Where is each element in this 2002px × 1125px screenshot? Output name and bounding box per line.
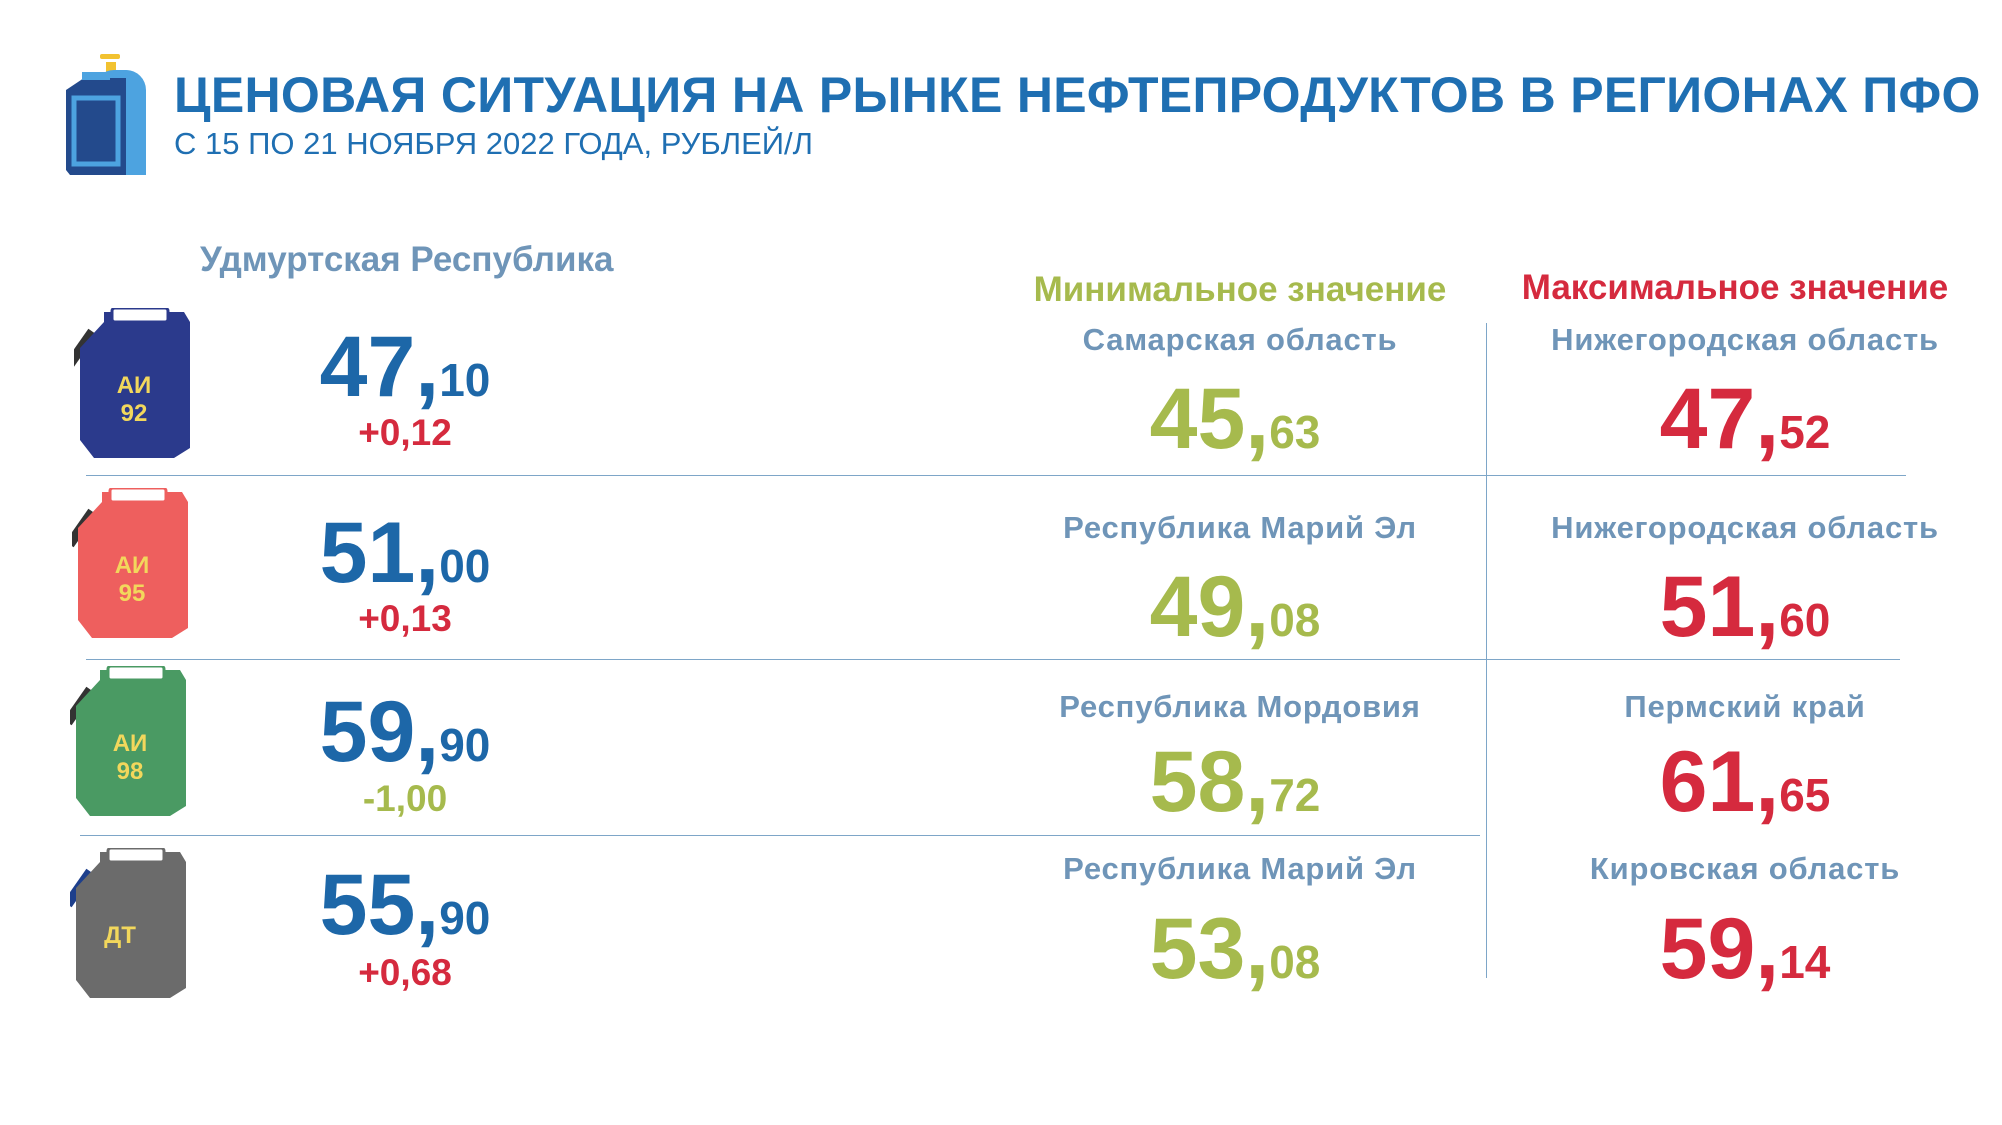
price-int: 45 [1149, 371, 1246, 467]
price-dec: 63 [1269, 406, 1321, 458]
row-divider [80, 835, 1480, 836]
page-subtitle: С 15 ПО 21 НОЯБРЯ 2022 ГОДА, РУБЛЕЙ/Л [174, 126, 813, 161]
price-int: 61 [1659, 734, 1756, 830]
fuel-octane: 95 [119, 580, 146, 607]
price-dec: 00 [439, 540, 491, 592]
price-change-diesel: +0,68 [358, 952, 452, 993]
min-region-ai98: Республика Мордовия [1059, 689, 1421, 724]
price-dec: 90 [439, 719, 491, 771]
price-int: 59 [319, 684, 416, 780]
price-dec: 52 [1779, 406, 1831, 458]
max-price-ai92: 47,52 [1659, 371, 1831, 467]
min-region-diesel: Республика Марий Эл [1063, 851, 1417, 886]
fuel-canister-diesel-icon: ДТ [70, 848, 186, 998]
price-ai98: 59,90 [319, 684, 491, 780]
price-diesel: 55,90 [319, 857, 491, 953]
fuel-octane: 92 [121, 400, 148, 427]
price-int: 51 [319, 505, 416, 601]
min-region-ai95: Республика Марий Эл [1063, 510, 1417, 545]
max-region-ai95: Нижегородская область [1551, 510, 1939, 545]
price-dec: 72 [1269, 769, 1321, 821]
price-dec: 08 [1269, 936, 1321, 988]
price-dec: 90 [439, 892, 491, 944]
max-price-ai95: 51,60 [1659, 559, 1831, 655]
fuel-label: АИ [115, 552, 150, 579]
price-dec: 14 [1779, 936, 1831, 988]
page-title: ЦЕНОВАЯ СИТУАЦИЯ НА РЫНКЕ НЕФТЕПРОДУКТОВ… [174, 67, 1981, 123]
fuel-octane: 98 [117, 758, 144, 785]
fuel-label: АИ [113, 730, 148, 757]
price-int: 58 [1149, 734, 1246, 830]
fuel-label: ДТ [104, 922, 136, 949]
price-dec: 10 [439, 354, 491, 406]
price-change-ai92: +0,12 [358, 412, 452, 453]
max-heading: Максимальное значение [1521, 268, 1949, 307]
price-dec: 08 [1269, 594, 1321, 646]
min-price-diesel: 53,08 [1149, 901, 1321, 997]
min-price-ai98: 58,72 [1149, 734, 1321, 830]
price-int: 49 [1149, 559, 1246, 655]
price-dec: 60 [1779, 594, 1831, 646]
price-int: 59 [1659, 901, 1756, 997]
price-int: 55 [319, 857, 416, 953]
price-ai92: 47,10 [319, 319, 491, 415]
price-dec: 65 [1779, 769, 1831, 821]
price-change-ai95: +0,13 [358, 598, 452, 639]
price-int: 53 [1149, 901, 1246, 997]
max-region-ai92: Нижегородская область [1551, 322, 1939, 357]
fuel-canister-ai95-icon: АИ 95 [72, 488, 188, 638]
max-region-diesel: Кировская область [1589, 851, 1901, 886]
min-heading: Минимальное значение [1033, 270, 1447, 309]
price-int: 47 [319, 319, 416, 415]
fuel-canister-ai92-icon: АИ 92 [74, 308, 190, 458]
region-heading: Удмуртская Республика [200, 240, 614, 279]
min-price-ai92: 45,63 [1149, 371, 1321, 467]
price-ai95: 51,00 [319, 505, 491, 601]
price-int: 51 [1659, 559, 1756, 655]
fuel-canister-gas-cylinder-icon [66, 54, 146, 175]
fuel-canister-ai98-icon: АИ 98 [70, 666, 186, 816]
min-price-ai95: 49,08 [1149, 559, 1321, 655]
max-price-ai98: 61,65 [1659, 734, 1831, 830]
max-price-diesel: 59,14 [1659, 901, 1831, 997]
row-divider [86, 659, 1900, 660]
price-int: 47 [1659, 371, 1756, 467]
min-region-ai92: Самарская область [1082, 322, 1398, 357]
price-change-ai98: -1,00 [362, 778, 448, 819]
max-region-ai98: Пермский край [1624, 689, 1866, 724]
column-divider [1486, 323, 1487, 978]
row-divider [86, 475, 1906, 476]
fuel-label: АИ [117, 372, 152, 399]
